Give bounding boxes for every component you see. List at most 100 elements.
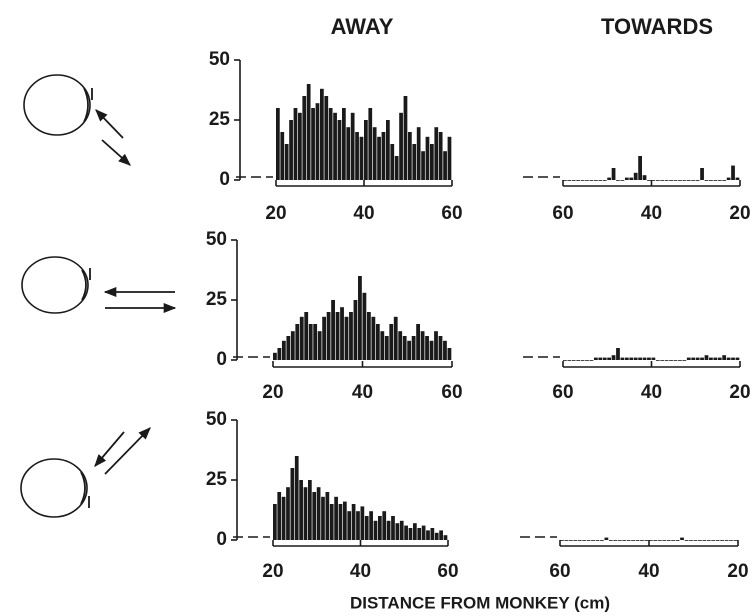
bar (633, 172, 638, 180)
bar (334, 496, 338, 540)
bar (439, 530, 443, 540)
bar (655, 180, 660, 181)
bar (624, 357, 629, 360)
bar (408, 528, 413, 540)
bar (281, 496, 286, 540)
bar (576, 360, 581, 361)
y-tick-label: 50 (206, 229, 227, 250)
x-tick-label: 40 (641, 203, 662, 224)
bar (669, 360, 673, 361)
bar (700, 168, 704, 180)
bar (375, 324, 380, 360)
bar (682, 360, 687, 361)
x-tick-label: 60 (549, 561, 570, 582)
bar (281, 340, 286, 360)
bar (598, 357, 603, 360)
bar (664, 180, 669, 181)
bar (573, 540, 578, 541)
bar (722, 180, 727, 181)
x-tick-label: 40 (641, 382, 662, 403)
bar (355, 132, 359, 180)
bar (613, 540, 618, 541)
bar (308, 480, 312, 540)
bar (593, 357, 598, 360)
x-tick-label: 60 (437, 561, 458, 582)
bar (722, 355, 727, 360)
bar (644, 540, 649, 541)
bar (662, 540, 667, 541)
bar (620, 357, 625, 360)
bar (586, 540, 591, 541)
bar (651, 180, 656, 181)
x-tick-label: 20 (262, 382, 283, 403)
bar (342, 108, 346, 180)
bar (675, 540, 680, 541)
bar (426, 530, 430, 540)
bar (635, 540, 640, 541)
bar (434, 331, 438, 360)
bar (616, 348, 620, 360)
bar (313, 324, 318, 360)
x-tick-label: 40 (638, 561, 659, 582)
bar (276, 108, 280, 180)
bar (324, 96, 329, 180)
bar (312, 492, 317, 540)
bar (308, 324, 313, 360)
bar (335, 312, 340, 360)
bar (657, 540, 662, 541)
bar (373, 520, 378, 540)
bar (647, 357, 651, 360)
bar (624, 177, 629, 180)
bar (420, 331, 425, 360)
bar (568, 540, 573, 541)
bar (290, 468, 295, 540)
bar (711, 540, 716, 541)
bar (729, 540, 733, 541)
bar (691, 357, 696, 360)
bar (299, 480, 303, 540)
bar (280, 132, 285, 180)
bar (638, 156, 642, 180)
bar (682, 180, 687, 181)
bar (421, 525, 426, 540)
bar (608, 540, 613, 541)
bar (735, 357, 740, 360)
bar (689, 540, 693, 541)
bar (629, 357, 634, 360)
bar (720, 540, 724, 541)
bar (315, 103, 320, 180)
bar (366, 312, 371, 360)
y-tick-label: 25 (206, 289, 228, 310)
bar (602, 180, 607, 181)
bar (447, 348, 452, 360)
bar (286, 336, 291, 360)
bar (633, 357, 638, 360)
bar (563, 360, 567, 361)
bar (298, 112, 302, 180)
bar (589, 360, 594, 361)
bar (717, 180, 722, 181)
bar (653, 540, 658, 541)
y-tick-label: 25 (209, 109, 231, 130)
bar (611, 355, 616, 360)
bar (617, 540, 622, 541)
bar (302, 96, 307, 180)
bar (317, 331, 322, 360)
x-tick-label: 60 (441, 203, 462, 224)
bar (425, 136, 430, 180)
bar (393, 316, 398, 360)
bar (560, 540, 564, 541)
bar (293, 108, 298, 180)
bar (416, 324, 421, 360)
bar (647, 180, 651, 181)
bar (580, 180, 585, 181)
bar (693, 540, 698, 541)
bar (430, 144, 434, 180)
bar (325, 492, 330, 540)
bar (443, 340, 447, 360)
bar (443, 535, 448, 540)
x-tick-label: 40 (350, 561, 371, 582)
bar (411, 336, 416, 360)
bar (669, 180, 673, 181)
bar (651, 357, 656, 360)
